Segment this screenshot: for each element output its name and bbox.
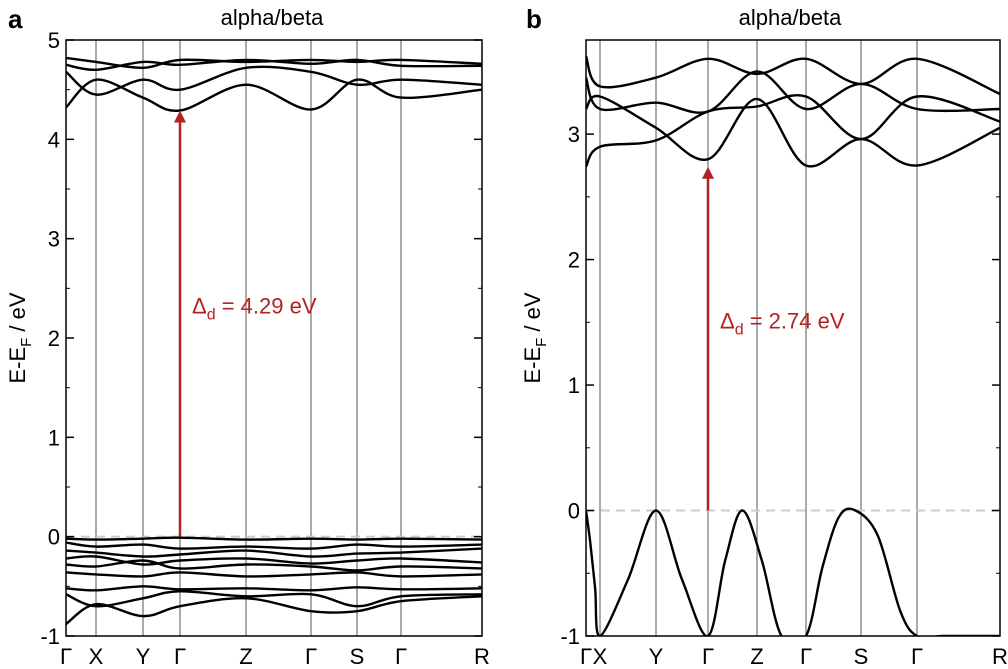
panel-b-band-1 [586, 70, 1000, 114]
panel-a-ytick-label: 4 [48, 127, 60, 152]
panel-b-xtick-label-4: Z [750, 644, 763, 669]
panel-a-gap-annotation-delta: Δ [192, 294, 207, 319]
panel-b-xtick-label-3: Γ [702, 644, 714, 669]
panel-a-gap-annotation: Δd = 4.29 eV [192, 294, 317, 324]
panel-a-xtick-label-2: Y [136, 644, 151, 669]
panel-a-band-1 [66, 58, 482, 72]
panel-a-xtick-label-7: Γ [395, 644, 407, 669]
panel-b-y-axis-label: E-EF / eV [520, 292, 550, 383]
panel-b-panel-letter: b [526, 4, 542, 34]
panel-b-ytick-label: 0 [568, 499, 580, 524]
panel-b-y-axis-label-unit: / eV [520, 292, 545, 338]
panel-a-gap-annotation-sub: d [207, 307, 216, 324]
panel-b-gap-annotation: Δd = 2.74 eV [720, 309, 845, 339]
panel-b-gap-arrow-head [702, 166, 714, 179]
panel-b-chart-title: alpha/beta [739, 5, 843, 30]
panel-a-ytick-label: 0 [48, 525, 60, 550]
panel-a-y-axis-label: E-EF / eV [5, 292, 35, 383]
panel-b-xtick-label-5: Γ [800, 644, 812, 669]
panel-a-xtick-label-3: Γ [174, 644, 186, 669]
panel-b-y-axis-label-main: E-E [520, 347, 545, 384]
panel-b-xtick-label-2: Y [649, 644, 664, 669]
panel-b-band-4 [586, 507, 1000, 636]
panel-a-band-3 [66, 78, 482, 112]
panel-b-y-axis-label-sub: F [533, 338, 550, 347]
panel-b-band-0 [586, 55, 1000, 96]
panel-b-xtick-label-6: S [854, 644, 869, 669]
panel-a-y-axis-label-sub: F [18, 338, 35, 347]
panel-a-ytick-label: 2 [48, 326, 60, 351]
panel-b-plot-frame [585, 39, 1001, 637]
panel-a-band-6 [66, 547, 482, 558]
panel-a-gap-annotation-value: = 4.29 eV [216, 294, 317, 319]
panel-a-panel-letter: a [8, 4, 23, 34]
panel-b-gap-annotation-delta: Δ [720, 309, 735, 334]
panel-a-band-7 [66, 555, 482, 566]
panel-a-band-9 [66, 571, 482, 578]
panel-b-band-3 [586, 94, 1000, 168]
panel-a-xtick-label-6: S [350, 644, 365, 669]
panel-a-ytick-label: 5 [48, 28, 60, 53]
panel-a-xtick-label-0: Γ [60, 644, 72, 669]
panel-b-xtick-label-7: Γ [911, 644, 923, 669]
panel-a-xtick-label-4: Z [239, 644, 252, 669]
panel-a-band-2 [66, 65, 482, 96]
panel-a-xtick-label-1: X [89, 644, 104, 669]
panel-b-xtick-label-8: R [992, 644, 1008, 669]
panel-a-ytick-label: -1 [40, 624, 60, 649]
panel-a-band-11 [66, 590, 482, 608]
panel-b-band-2 [586, 94, 1000, 168]
panel-a-chart-title: alpha/beta [221, 5, 325, 30]
panel-b-ytick-label: 2 [568, 248, 580, 273]
panel-a-band-0 [66, 56, 482, 70]
panel-a-y-axis-label-unit: / eV [5, 292, 30, 338]
panel-a-band-4 [66, 536, 482, 541]
panel-a-band-5 [66, 541, 482, 550]
panel-a-xtick-label-8: R [474, 644, 490, 669]
panel-a-gap-arrow-head [174, 110, 186, 123]
panel-b-ytick-label: 3 [568, 122, 580, 147]
panel-b-ytick-label: 1 [568, 373, 580, 398]
panel-a-band-10 [66, 585, 482, 592]
panel-a-y-axis-label-main: E-E [5, 347, 30, 384]
panel-b-xtick-label-1: X [593, 644, 608, 669]
panel-b-xtick-label-0: Γ [580, 644, 592, 669]
panel-a-ytick-label: 1 [48, 425, 60, 450]
panel-b-gap-annotation-value: = 2.74 eV [744, 309, 845, 334]
panel-a-ytick-label: 3 [48, 227, 60, 252]
panel-a-band-8 [66, 559, 482, 572]
panel-b-gap-annotation-sub: d [735, 322, 744, 339]
panel-a-xtick-label-5: Γ [305, 644, 317, 669]
panel-b-ytick-label: -1 [560, 624, 580, 649]
panel-a-band-12 [66, 595, 482, 626]
